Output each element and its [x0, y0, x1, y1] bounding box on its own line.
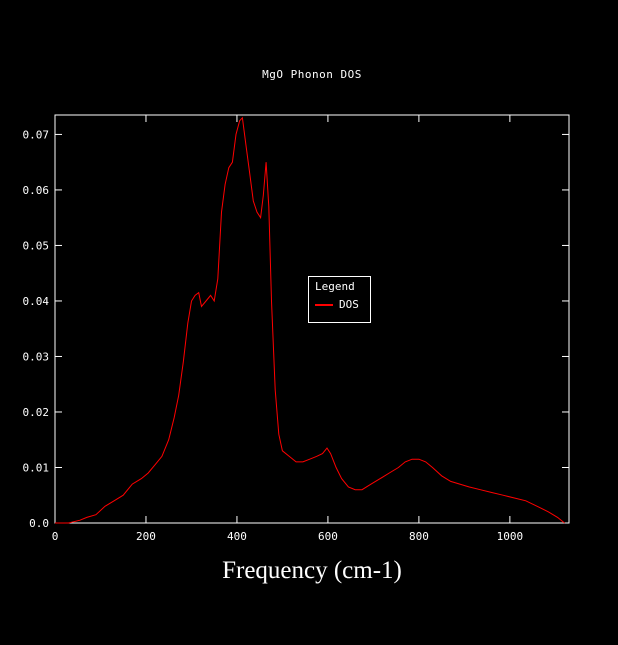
x-tick-label: 400 [227, 530, 247, 543]
x-tick-label: 600 [318, 530, 338, 543]
y-tick-label: 0.03 [23, 350, 50, 363]
legend-entry-label: DOS [339, 298, 359, 311]
x-tick-label: 1000 [497, 530, 524, 543]
dos-curve [55, 116, 565, 524]
legend-entry: DOS [315, 298, 364, 311]
y-tick-label: 0.07 [23, 128, 50, 141]
x-tick-label: 800 [409, 530, 429, 543]
chart-title: MgO Phonon DOS [262, 68, 362, 81]
plot-frame [54, 114, 570, 524]
y-tick-label: 0.06 [23, 184, 50, 197]
x-axis-label: Frequency (cm-1) [222, 557, 402, 584]
legend-line-sample-icon [315, 303, 333, 306]
x-tick-label: 200 [136, 530, 156, 543]
legend: Legend DOS [308, 276, 371, 323]
y-tick-label: 0.04 [23, 295, 50, 308]
y-tick-label: 0.05 [23, 239, 50, 252]
x-tick-label: 0 [52, 530, 59, 543]
y-tick-label: 0.0 [29, 517, 49, 530]
y-tick-label: 0.01 [23, 461, 50, 474]
y-tick-label: 0.02 [23, 406, 50, 419]
legend-title: Legend [315, 280, 355, 293]
